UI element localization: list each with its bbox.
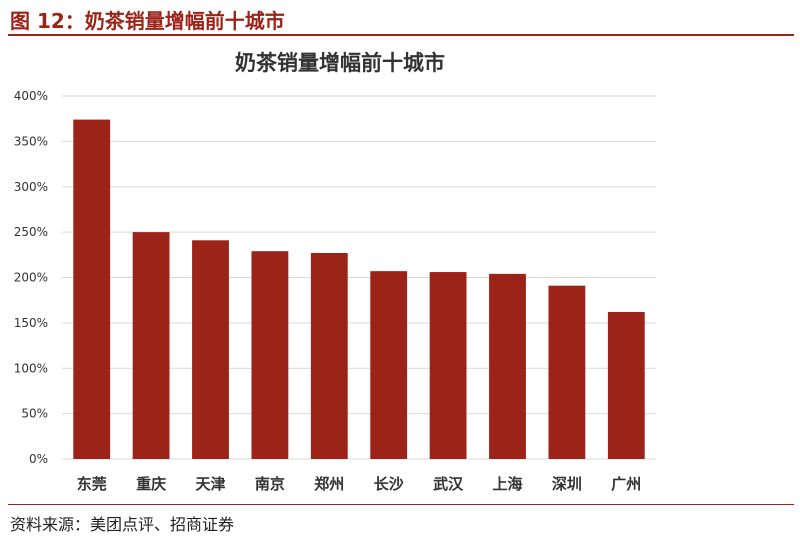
y-tick-label: 50% [21, 407, 48, 421]
footer-divider [8, 504, 794, 505]
bar-chart: 奶茶销量增幅前十城市 0% 50% 100% 150% 200% 250% 300% 350%… [14, 51, 656, 493]
y-tick-label: 400% [14, 89, 48, 103]
y-tick-label: 150% [14, 316, 48, 330]
x-tick-label: 上海 [492, 475, 522, 493]
bar-5 [310, 252, 348, 459]
y-tick-label: 350% [14, 134, 48, 148]
bar-6 [370, 271, 408, 459]
figure-header: 图 12：奶茶销量增幅前十城市 [0, 0, 800, 38]
bar-4 [251, 251, 289, 459]
bar-2 [132, 232, 170, 459]
x-tick-label: 天津 [195, 475, 225, 493]
header-divider [8, 34, 794, 36]
y-tick-label: 250% [14, 225, 48, 239]
x-tick-label: 武汉 [433, 475, 464, 493]
x-tick-label: 重庆 [136, 475, 166, 493]
bar-9 [548, 285, 586, 459]
x-tick-label: 深圳 [552, 475, 582, 493]
y-axis: 0% 50% 100% 150% 200% 250% 300% 350% 400% [14, 89, 48, 466]
x-axis: 东莞 重庆 天津 南京 郑州 长沙 武汉 上海 深圳 广州 [77, 475, 642, 493]
y-tick-label: 300% [14, 180, 48, 194]
y-tick-label: 200% [14, 271, 48, 285]
source-note: 资料来源：美团点评、招商证券 [10, 515, 235, 534]
bar-10 [607, 311, 645, 459]
bar-8 [489, 273, 526, 459]
bar-1 [73, 119, 111, 459]
figure-title: 图 12：奶茶销量增幅前十城市 [10, 9, 285, 33]
bar-3 [192, 240, 229, 459]
x-tick-label: 广州 [611, 475, 641, 493]
y-tick-label: 0% [29, 452, 48, 466]
bars [73, 119, 645, 459]
y-tick-label: 100% [14, 361, 48, 375]
x-tick-label: 南京 [255, 475, 285, 493]
x-tick-label: 郑州 [314, 475, 344, 493]
x-tick-label: 东莞 [77, 475, 107, 493]
bar-7 [429, 272, 467, 459]
x-tick-label: 长沙 [374, 475, 404, 493]
chart-title: 奶茶销量增幅前十城市 [235, 51, 445, 75]
